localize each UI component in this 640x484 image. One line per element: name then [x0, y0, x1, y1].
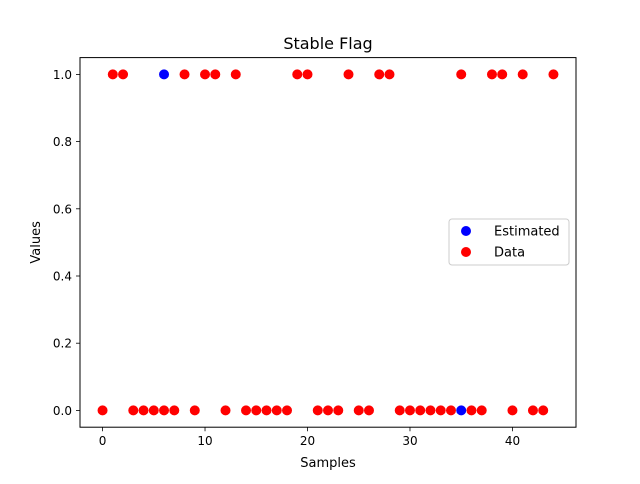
point-data: [230, 69, 241, 80]
point-estimated: [159, 69, 170, 80]
point-data: [466, 405, 477, 416]
x-tick-label: 40: [505, 434, 520, 448]
ticks-layer: 0 10 20 30 40 0.0 0.2 0.4 0.6 0.8 1.0: [53, 68, 520, 448]
point-data: [323, 405, 333, 416]
point-data: [282, 405, 293, 416]
point-data: [333, 405, 344, 416]
y-tick-label: 0.2: [53, 337, 72, 351]
point-data: [363, 405, 374, 416]
point-data: [179, 69, 190, 80]
legend-marker-data: [461, 247, 471, 257]
y-tick-label: 0.8: [53, 135, 72, 149]
point-data: [97, 405, 108, 416]
point-data: [415, 405, 426, 416]
point-data: [200, 69, 211, 80]
point-data: [527, 405, 538, 416]
y-tick-label: 0.4: [53, 270, 72, 284]
point-data: [148, 405, 159, 416]
y-tick-label: 0.0: [53, 404, 72, 418]
point-data: [138, 405, 149, 416]
y-tick-label: 0.6: [53, 202, 72, 216]
series-data: [97, 69, 559, 416]
point-data: [107, 69, 118, 80]
point-data: [445, 405, 456, 416]
point-data: [394, 405, 405, 416]
point-data: [220, 405, 231, 416]
point-data: [507, 405, 518, 416]
point-data: [425, 405, 436, 416]
point-data: [384, 69, 395, 80]
point-data: [210, 69, 221, 80]
plot-frame: [79, 57, 577, 428]
point-data: [128, 405, 139, 416]
point-data: [435, 405, 446, 416]
point-data: [517, 69, 528, 80]
legend-label-estimated: Estimated: [494, 225, 560, 240]
marks-layer: [97, 69, 559, 416]
legend-frame: [448, 218, 570, 266]
point-data: [374, 69, 385, 80]
x-tick-label: 10: [197, 434, 212, 448]
point-estimated: [456, 405, 467, 416]
point-data: [497, 69, 508, 80]
point-data: [261, 405, 272, 416]
point-data: [476, 405, 487, 416]
y-axis-label: Values: [29, 221, 44, 264]
point-data: [343, 69, 354, 80]
point-data: [302, 69, 313, 80]
point-data: [353, 405, 364, 416]
x-tick-label: 20: [300, 434, 315, 448]
point-data: [241, 405, 252, 416]
series-estimated: [159, 69, 467, 416]
y-tick-label: 1.0: [53, 68, 72, 82]
point-data: [251, 405, 262, 416]
legend-marker-estimated: [461, 226, 471, 236]
point-data: [486, 69, 497, 80]
x-tick-label: 0: [99, 434, 107, 448]
legend-label-data: Data: [494, 246, 525, 261]
x-tick-label: 30: [402, 434, 417, 448]
point-data: [404, 405, 415, 416]
x-axis-label: Samples: [300, 456, 356, 471]
point-data: [312, 405, 323, 416]
point-data: [538, 405, 549, 416]
point-data: [189, 405, 200, 416]
point-data: [292, 69, 303, 80]
point-data: [159, 405, 170, 416]
chart-title: Stable Flag: [283, 34, 372, 53]
point-data: [169, 405, 180, 416]
point-data: [456, 69, 467, 80]
point-data: [548, 69, 559, 80]
legend: Estimated Data: [448, 218, 570, 266]
point-data: [118, 69, 129, 80]
point-data: [271, 405, 282, 416]
